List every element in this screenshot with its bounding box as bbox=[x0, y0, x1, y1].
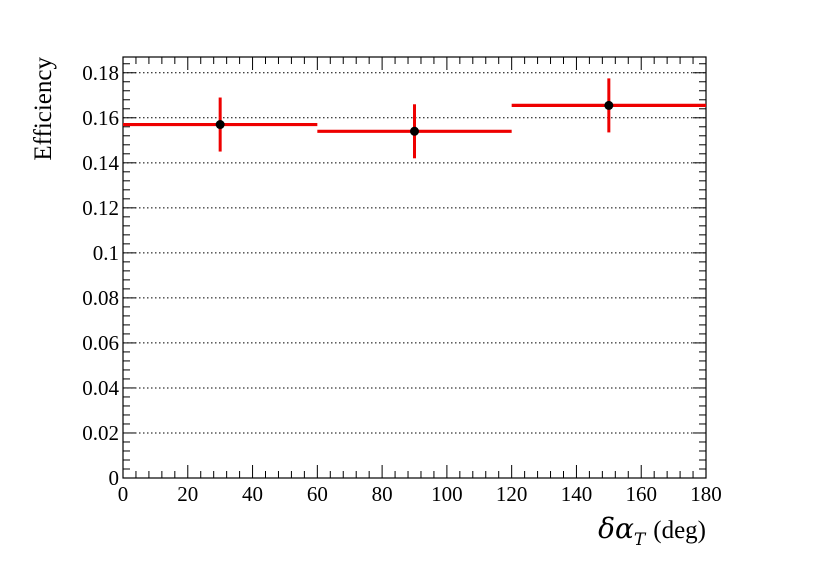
y-axis-title: Efficiency bbox=[30, 57, 57, 161]
y-tick-label: 0.1 bbox=[93, 241, 119, 265]
data-point bbox=[410, 126, 419, 136]
x-tick-label: 180 bbox=[690, 482, 722, 506]
y-tick-label: 0.18 bbox=[82, 61, 119, 85]
x-axis-unit: (deg) bbox=[653, 517, 706, 544]
y-tick-label: 0.06 bbox=[82, 331, 119, 355]
x-axis-title: δαT (deg) bbox=[598, 512, 706, 550]
data-point bbox=[215, 120, 225, 130]
data-point bbox=[604, 100, 614, 110]
x-tick-label: 0 bbox=[118, 482, 129, 506]
y-tick-label: 0.08 bbox=[82, 286, 119, 310]
data-points bbox=[215, 78, 614, 159]
x-axis-symbol: δα bbox=[598, 512, 634, 545]
y-tick-labels: 0 0.02 0.04 0.06 0.08 0.1 0.12 0.14 0.16 0.18 bbox=[82, 61, 119, 490]
y-tick-label: 0.04 bbox=[82, 376, 119, 400]
y-tick-label: 0 bbox=[109, 466, 120, 490]
y-tick-label: 0.12 bbox=[82, 196, 119, 220]
x-axis-subscript: T bbox=[634, 530, 647, 550]
y-tick-label: 0.14 bbox=[82, 151, 119, 175]
x-tick-label: 40 bbox=[242, 482, 263, 506]
y-tick-label: 0.16 bbox=[82, 106, 119, 130]
x-tick-label: 160 bbox=[625, 482, 657, 506]
x-tick-label: 120 bbox=[496, 482, 528, 506]
y-tick-label: 0.02 bbox=[82, 421, 119, 445]
plot-frame bbox=[122, 56, 707, 479]
x-tick-label: 100 bbox=[431, 482, 463, 506]
axis-ticks bbox=[122, 57, 707, 479]
x-tick-label: 80 bbox=[372, 482, 393, 506]
x-tick-label: 20 bbox=[177, 482, 198, 506]
x-tick-label: 140 bbox=[561, 482, 593, 506]
x-tick-labels: 0 20 40 60 80 100 120 140 160 180 bbox=[118, 482, 722, 506]
x-tick-label: 60 bbox=[307, 482, 328, 506]
